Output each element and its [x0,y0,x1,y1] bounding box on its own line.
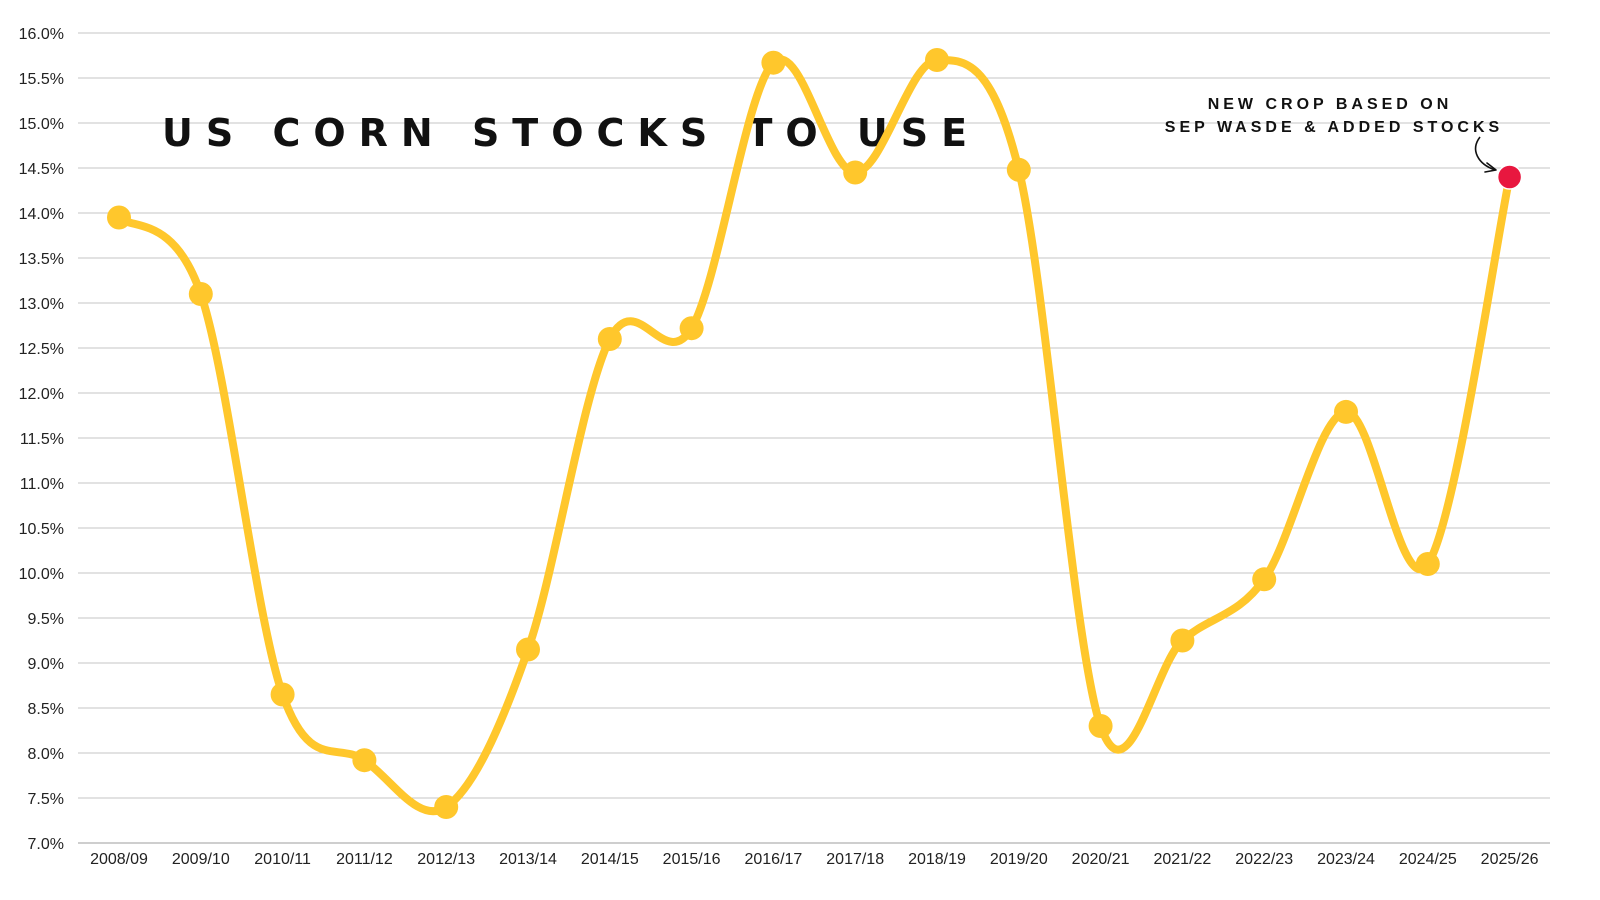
x-tick-label: 2025/26 [1481,851,1539,868]
y-tick-label: 8.5% [28,701,64,718]
x-tick-label: 2010/11 [254,851,311,868]
y-tick-label: 16.0% [19,26,64,43]
y-tick-label: 13.0% [19,296,64,313]
data-points [107,48,1523,819]
data-point-highlight [1496,164,1523,190]
x-tick-label: 2012/13 [417,851,475,868]
x-tick-label: 2015/16 [663,851,721,868]
data-point [516,637,540,662]
data-point [843,160,868,185]
series-line [115,55,1514,816]
data-point [761,50,786,75]
data-point [1088,714,1113,738]
y-tick-label: 9.0% [28,656,64,673]
annotation-line-2: SEP WASDE & ADDED STOCKS [1165,119,1503,136]
x-tick-label: 2009/10 [172,851,230,868]
y-tick-label: 13.5% [19,251,64,268]
y-tick-label: 7.0% [28,836,64,853]
y-tick-label: 14.0% [19,206,64,223]
data-point [1415,552,1440,576]
x-tick-label: 2020/21 [1072,851,1130,868]
x-tick-label: 2016/17 [744,851,802,868]
y-axis-ticks: 7.0% 7.5% 8.0% 8.5% 9.0% 9.5% 10.0% 10.5% 11.0% 1… [19,26,64,853]
data-point [679,316,704,341]
data-point [925,48,949,72]
data-point [1252,567,1277,592]
data-point [352,748,377,773]
data-point [434,795,459,819]
annotation-arrow-head [1484,162,1497,173]
data-point [1006,157,1031,182]
data-point [1170,628,1195,653]
y-tick-label: 10.5% [19,521,64,538]
x-tick-label: 2011/12 [336,851,393,868]
y-tick-label: 7.5% [28,791,64,808]
data-point [188,282,213,306]
x-tick-label: 2021/22 [1153,851,1211,868]
y-tick-label: 10.0% [19,566,64,583]
y-tick-label: 11.5% [20,431,64,448]
x-tick-label: 2017/18 [826,851,884,868]
y-tick-label: 8.0% [28,746,64,763]
y-tick-label: 15.0% [19,116,64,133]
data-point [270,682,295,707]
data-point [107,205,131,230]
x-tick-label: 2008/09 [90,851,148,868]
annotation: NEW CROP BASED ON SEP WASDE & ADDED STOC… [1165,96,1503,173]
x-tick-label: 2024/25 [1399,851,1457,868]
data-point [1334,399,1358,424]
x-tick-label: 2014/15 [581,851,639,868]
y-tick-label: 9.5% [28,611,64,628]
annotation-arrow-line [1474,136,1496,171]
x-tick-label: 2019/20 [990,851,1048,868]
chart-title: US CORN STOCKS TO USE [162,111,980,155]
x-tick-label: 2018/19 [908,851,966,868]
y-tick-label: 12.5% [19,341,64,358]
x-tick-label: 2022/23 [1235,851,1293,868]
y-tick-label: 12.0% [19,386,64,403]
y-tick-label: 11.0% [20,476,64,493]
y-tick-label: 15.5% [19,71,64,88]
annotation-line-1: NEW CROP BASED ON [1208,96,1453,113]
grid-lines [78,32,1550,844]
x-tick-label: 2023/24 [1317,851,1375,868]
x-tick-label: 2013/14 [499,851,557,868]
data-point [597,327,622,351]
x-axis-ticks: 2008/09 2009/10 2010/11 2011/12 2012/13 2013/… [90,851,1539,868]
y-tick-label: 14.5% [19,161,64,178]
